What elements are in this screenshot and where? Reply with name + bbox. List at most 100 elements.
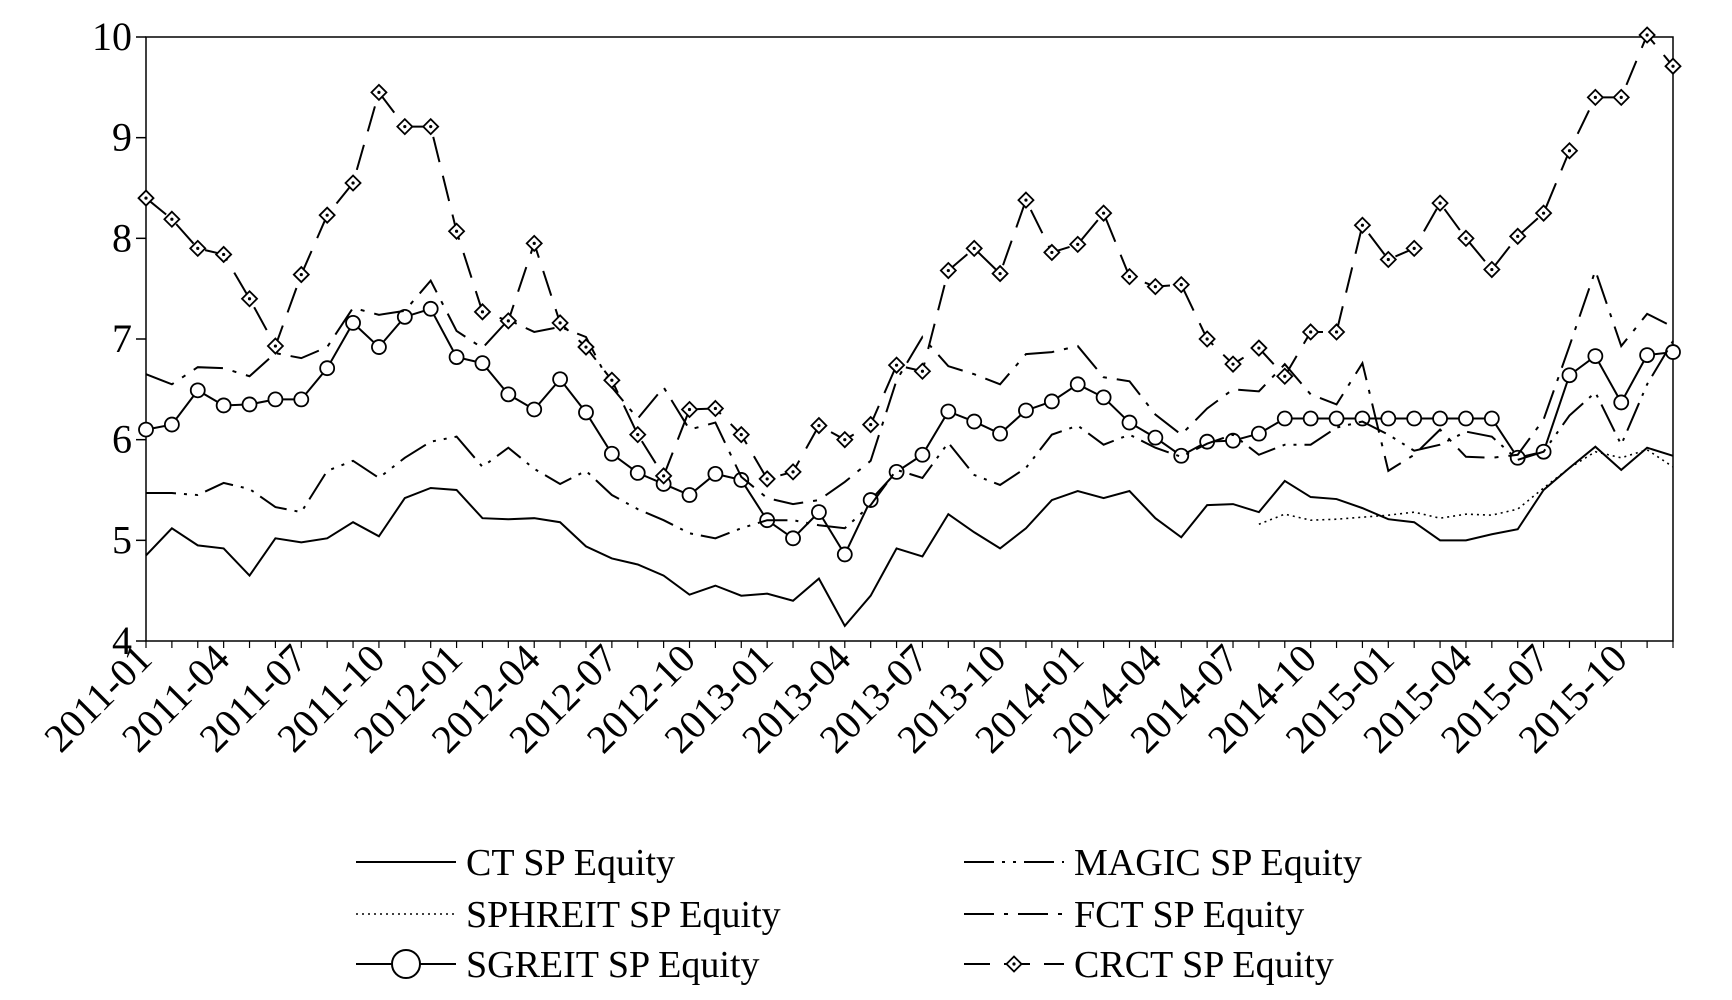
series-line: [145, 267, 1674, 506]
diamond-marker-dot: [1076, 242, 1080, 246]
diamond-marker-dot: [1593, 95, 1597, 99]
series-line: [145, 33, 1674, 481]
y-tick-label: 8: [112, 215, 132, 260]
circle-marker: [215, 397, 232, 414]
legend-label: CRCT SP Equity: [1074, 944, 1334, 986]
diamond-marker-dot: [1153, 285, 1157, 289]
diamond-marker-dot: [1050, 250, 1054, 255]
series-layer: [137, 26, 1682, 628]
diamond-marker-dot: [687, 407, 692, 412]
diamond-marker-dot: [662, 474, 666, 478]
diamond-marker-dot: [1567, 149, 1572, 153]
plot-frame: [145, 36, 1674, 642]
diamond-marker-dot: [247, 297, 252, 301]
series-line: [145, 445, 1674, 628]
series-crct-sp-equity: [137, 26, 1682, 488]
circle-marker: [241, 396, 258, 413]
diamond-marker-dot: [946, 268, 950, 273]
series-sgreit-sp-equity: [138, 300, 1681, 563]
diamond-marker-dot: [998, 271, 1002, 276]
circle-marker: [1587, 348, 1604, 365]
circle-marker: [966, 413, 983, 430]
legend-item: CRCT SP Equity: [964, 944, 1334, 986]
diamond-marker-dot: [1024, 198, 1028, 202]
circle-marker: [1458, 410, 1474, 427]
circle-marker: [707, 465, 724, 482]
circle-marker: [319, 360, 336, 377]
diamond-marker-dot: [843, 438, 847, 442]
diamond-marker-dot: [610, 378, 614, 382]
circle-marker: [1639, 347, 1656, 364]
diamond-marker-dot: [196, 246, 200, 250]
diamond-marker-dot: [558, 321, 562, 325]
diamond-marker-dot: [351, 181, 355, 185]
series-fct-sp-equity: [145, 267, 1674, 506]
diamond-marker-dot: [791, 470, 795, 474]
circle-marker: [940, 403, 957, 420]
circle-marker: [914, 446, 931, 463]
diamond-marker-dot: [1671, 64, 1675, 68]
series-line: [1258, 448, 1674, 525]
circle-marker: [293, 391, 310, 408]
diamond-marker-dot: [1464, 236, 1468, 240]
legend-label: SGREIT SP Equity: [466, 944, 760, 986]
circle-marker: [1147, 429, 1164, 446]
circle-marker: [578, 404, 594, 421]
circle-marker: [1173, 447, 1190, 464]
legend-label: MAGIC SP Equity: [1074, 842, 1362, 884]
circle-marker: [526, 401, 543, 418]
plot-area: [137, 26, 1682, 642]
diamond-marker-dot: [1438, 201, 1442, 205]
legend-item: CT SP Equity: [356, 842, 675, 884]
diamond-marker-dot: [584, 345, 588, 349]
diamond-marker-dot: [273, 344, 278, 348]
circle-marker: [603, 445, 620, 462]
circle-marker: [396, 308, 413, 325]
circle-marker: [138, 421, 154, 438]
diamond-marker-dot: [1012, 962, 1016, 966]
diamond-marker-dot: [1127, 274, 1132, 279]
circle-marker: [163, 416, 180, 433]
legend-item: SGREIT SP Equity: [356, 944, 760, 986]
y-axis: 4 5 6 7 8 9 10: [92, 14, 146, 663]
legend-item: FCT SP Equity: [964, 894, 1304, 936]
diamond-marker-dot: [1102, 211, 1106, 215]
circle-marker: [733, 472, 750, 488]
diamond-marker-dot: [894, 363, 899, 367]
diamond-marker-dot: [222, 252, 226, 257]
series-line: [146, 340, 1674, 540]
legend-item: MAGIC SP Equity: [964, 842, 1362, 884]
diamond-marker-dot: [403, 124, 407, 129]
circle-marker: [1328, 410, 1345, 427]
diamond-marker-dot: [1645, 33, 1649, 37]
diamond-marker-dot: [1386, 257, 1390, 262]
circle-marker: [992, 425, 1008, 442]
circle-marker: [1043, 393, 1060, 410]
legend: CT SP Equity SPHREIT SP Equity SGREIT SP E…: [356, 842, 1362, 986]
diamond-marker-dot: [636, 433, 640, 437]
circle-marker: [1380, 410, 1397, 427]
circle-marker: [267, 391, 284, 408]
circle-marker: [1613, 394, 1630, 411]
circle-marker: [1665, 344, 1681, 360]
circle-marker: [1018, 402, 1034, 419]
circle-marker: [1483, 410, 1500, 427]
legend-item: SPHREIT SP Equity: [356, 894, 781, 936]
diamond-marker-dot: [1619, 95, 1623, 99]
y-tick-label: 5: [112, 517, 132, 562]
diamond-marker-dot: [1516, 234, 1520, 238]
circle-marker: [1121, 414, 1138, 431]
series-ct-sp-equity: [145, 445, 1674, 628]
diamond-marker-dot: [1283, 374, 1287, 378]
diamond-marker-dot: [454, 229, 459, 233]
circle-marker: [189, 382, 206, 399]
circle-marker: [422, 300, 439, 317]
circle-marker: [862, 492, 879, 508]
y-tick-label: 10: [92, 14, 132, 59]
legend-label: FCT SP Equity: [1074, 894, 1304, 936]
diamond-marker-dot: [144, 196, 148, 200]
diamond-marker-dot: [429, 124, 433, 129]
diamond-marker-dot: [1257, 346, 1261, 350]
circle-marker: [1561, 367, 1578, 384]
